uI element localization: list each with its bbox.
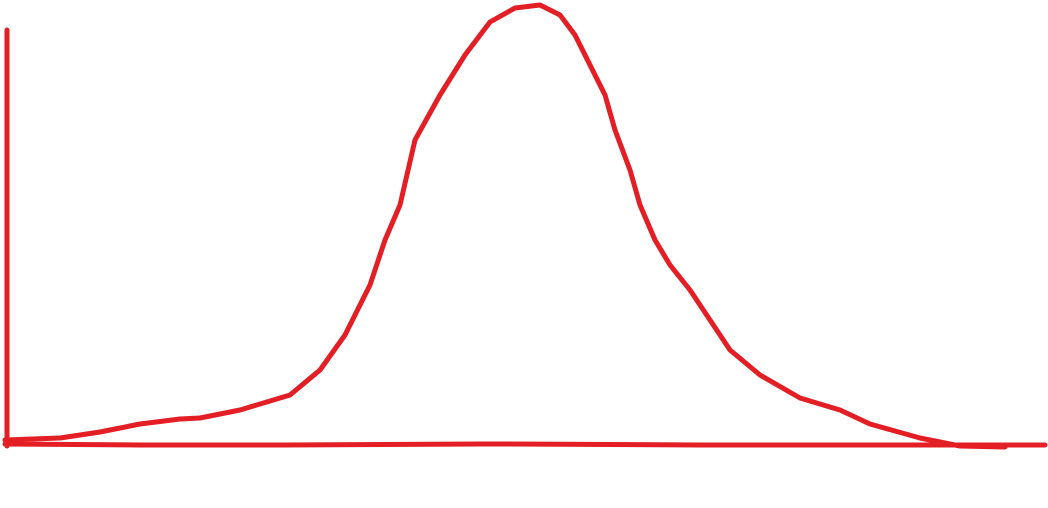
bell-curve-line [2,2,1008,450]
x-axis-line [2,441,1048,448]
